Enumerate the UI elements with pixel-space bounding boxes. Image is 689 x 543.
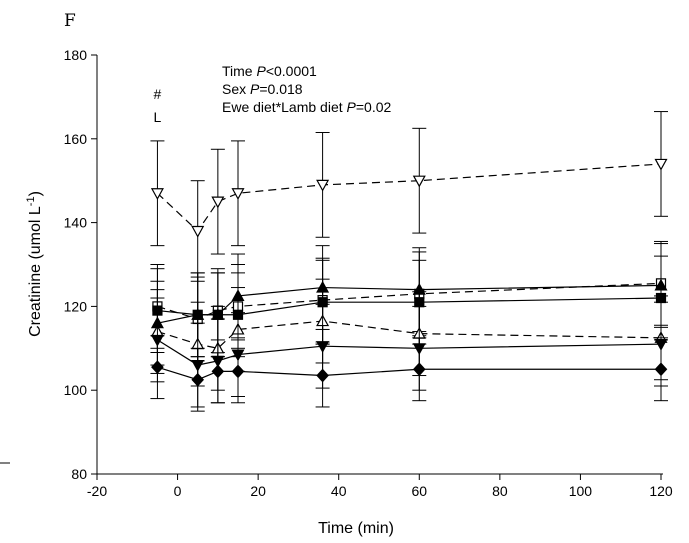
y-ticks: 80 100 120 140 160 180 <box>64 47 97 482</box>
series-0-point-5 <box>412 175 426 188</box>
stat-annotation-0-part-0: Time <box>222 63 256 79</box>
x-ticks: -20 0 20 40 60 80 100 120 <box>87 474 673 499</box>
x-tick-label-3: 40 <box>331 483 347 499</box>
panel-label: F <box>64 11 76 31</box>
significance-marker-0: # <box>154 86 162 102</box>
series-6-point-1 <box>191 372 205 387</box>
y-tick-label-1: 100 <box>64 382 88 398</box>
stat-annotation-1-part-2: =0.018 <box>259 81 302 97</box>
series-0-point-4 <box>316 179 330 192</box>
series-0-point-2 <box>211 196 225 209</box>
stat-annotation-2-part-2: =0.02 <box>356 99 392 115</box>
x-tick-label-2: 20 <box>250 483 266 499</box>
series-0-point-6 <box>654 158 668 171</box>
series-6-point-3 <box>231 364 245 379</box>
y-axis-title: Creatinine (umol L-1) <box>25 191 44 337</box>
significance-markers: #L <box>154 86 162 125</box>
series-3 <box>150 255 668 358</box>
series-1 <box>150 240 668 362</box>
series-4 <box>150 278 668 391</box>
series-0 <box>150 111 668 282</box>
x-axis-title: Time (min) <box>318 520 394 537</box>
y-tick-label-2: 120 <box>64 298 88 314</box>
x-tick-label-6: 100 <box>569 483 593 499</box>
series-6-point-4 <box>316 368 329 383</box>
stat-annotation-2: Ewe diet*Lamb diet P=0.02 <box>222 99 392 115</box>
y-tick-label-0: 80 <box>71 466 87 482</box>
stat-annotation-0-part-2: <0.0001 <box>266 63 317 79</box>
series-6-point-5 <box>412 362 426 377</box>
series-4-line <box>157 320 662 349</box>
x-tick-label-0: -20 <box>87 483 107 499</box>
x-tick-label-7: 120 <box>649 483 673 499</box>
x-tick-label-1: 0 <box>174 483 182 499</box>
stat-annotation-1-part-0: Sex <box>222 81 250 97</box>
x-tick-label-5: 80 <box>492 483 508 499</box>
axes <box>0 55 663 475</box>
series-0-point-1 <box>191 225 205 238</box>
series-6 <box>150 335 668 412</box>
series-5-line <box>157 339 662 366</box>
series-2 <box>150 243 668 366</box>
stat-annotation-1-part-1: P <box>250 81 260 97</box>
stat-annotation-2-part-1: P <box>347 99 357 115</box>
y-tick-label-3: 140 <box>64 215 88 231</box>
significance-marker-1: L <box>154 109 162 125</box>
series-0-point-3 <box>231 188 245 201</box>
y-axis-title-tail: ) <box>27 191 44 196</box>
series-group <box>150 111 668 412</box>
y-tick-label-4: 160 <box>64 131 88 147</box>
stat-annotation-2-part-0: Ewe diet*Lamb diet <box>222 99 347 115</box>
series-6-point-6 <box>654 362 668 377</box>
stat-annotation-0-part-1: P <box>256 63 266 79</box>
stat-annotation-0: Time P<0.0001 <box>222 63 317 79</box>
stat-annotation-1: Sex P=0.018 <box>222 81 303 97</box>
series-6-point-0 <box>151 360 164 375</box>
y-axis-title-sup: -1 <box>25 196 37 206</box>
y-tick-label-5: 180 <box>64 47 88 63</box>
series-6-line <box>157 366 661 381</box>
x-tick-label-4: 60 <box>411 483 427 499</box>
y-axis-title-main: Creatinine (umol L <box>27 206 44 337</box>
series-6-point-2 <box>211 364 225 379</box>
series-0-point-0 <box>150 188 164 201</box>
series-0-line <box>157 163 662 232</box>
